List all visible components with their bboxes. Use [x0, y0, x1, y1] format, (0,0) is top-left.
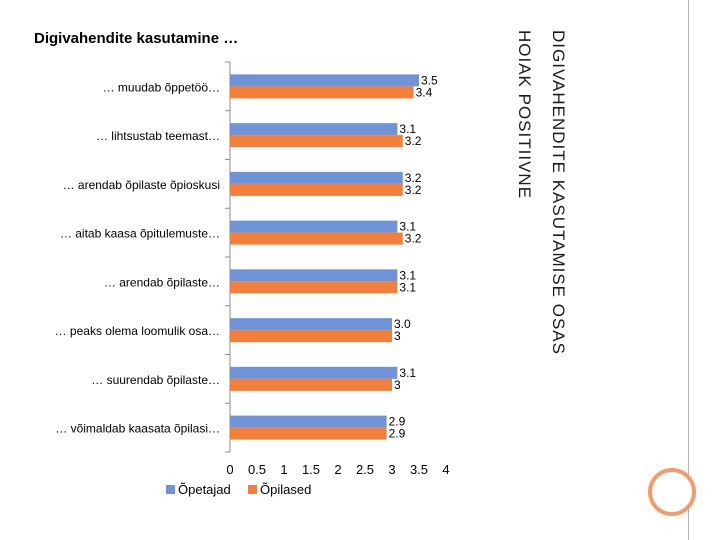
bar-opetajad [230, 415, 387, 428]
x-tick-label: 2 [334, 462, 341, 477]
x-tick-label: 0.5 [248, 462, 266, 477]
bar-opetajad [230, 318, 392, 331]
legend-label: Õpetajad [178, 482, 231, 497]
bar-opilased [230, 378, 392, 391]
bar-opilased [230, 86, 414, 99]
category-label: … arendab õpilaste õpioskusi [63, 178, 220, 192]
x-tick-label: 2.5 [356, 462, 374, 477]
bar-opetajad [230, 123, 398, 136]
x-tick-label: 1.5 [302, 462, 320, 477]
data-label: 3.1 [399, 280, 416, 294]
bar-opilased [230, 183, 403, 196]
bar-opetajad [230, 269, 398, 282]
data-label: 3.2 [405, 183, 422, 197]
legend-swatch [248, 485, 257, 494]
side-title-line-2: Hoiak positiivne [515, 30, 534, 200]
bar-opetajad [230, 74, 419, 87]
category-label: … arendab õpilaste… [104, 275, 220, 289]
decorative-circle [648, 468, 696, 516]
side-title: Digivahendite kasutamise osas Hoiak posi… [492, 30, 574, 470]
x-tick-label: 4 [442, 462, 449, 477]
data-label: 3 [394, 329, 401, 343]
data-label: 3.2 [405, 134, 422, 148]
legend-label: Õpilased [260, 482, 311, 497]
bar-opilased [230, 135, 403, 148]
bar-opilased [230, 281, 398, 294]
x-tick-label: 1 [280, 462, 287, 477]
x-tick-label: 3 [388, 462, 395, 477]
slide-title: Digivahendite kasutamine … [34, 30, 239, 47]
bar-opetajad [230, 366, 398, 379]
data-label: 3.1 [399, 220, 416, 234]
data-label: 2.9 [389, 427, 406, 441]
x-tick-label: 0 [226, 462, 233, 477]
side-title-line-1: Digivahendite kasutamise osas [549, 30, 568, 355]
category-label: … peaks olema loomulik osa… [55, 324, 220, 338]
bar-opilased [230, 330, 392, 343]
bar-opilased [230, 427, 387, 440]
category-label: … suurendab õpilaste… [91, 373, 220, 387]
bar-opilased [230, 232, 403, 245]
data-label: 3 [394, 378, 401, 392]
x-tick-label: 3.5 [410, 462, 428, 477]
bar-chart: 0 0.5 1 1.5 2 2.5 3 3.5 4 3.53.4… muudab õppetöö… [55, 61, 450, 497]
bar-opetajad [230, 220, 398, 233]
category-label: … aitab kaasa õpitulemuste… [60, 227, 220, 241]
data-label: 2.9 [389, 415, 406, 429]
data-label: 3.1 [399, 366, 416, 380]
bar-opetajad [230, 171, 403, 184]
data-label: 3.2 [405, 171, 422, 185]
category-label: … muudab õppetöö… [103, 80, 220, 94]
legend-swatch [166, 485, 175, 494]
data-label: 3.5 [421, 73, 438, 87]
data-label: 3.2 [405, 232, 422, 246]
data-label: 3.0 [394, 317, 411, 331]
data-label: 3.4 [416, 85, 433, 99]
category-label: … lihtsustab teemast… [96, 129, 220, 143]
decorative-vertical-line [688, 0, 689, 540]
category-label: … võimaldab kaasata õpilasi… [55, 422, 220, 436]
data-label: 3.1 [399, 122, 416, 136]
data-label: 3.1 [399, 268, 416, 282]
